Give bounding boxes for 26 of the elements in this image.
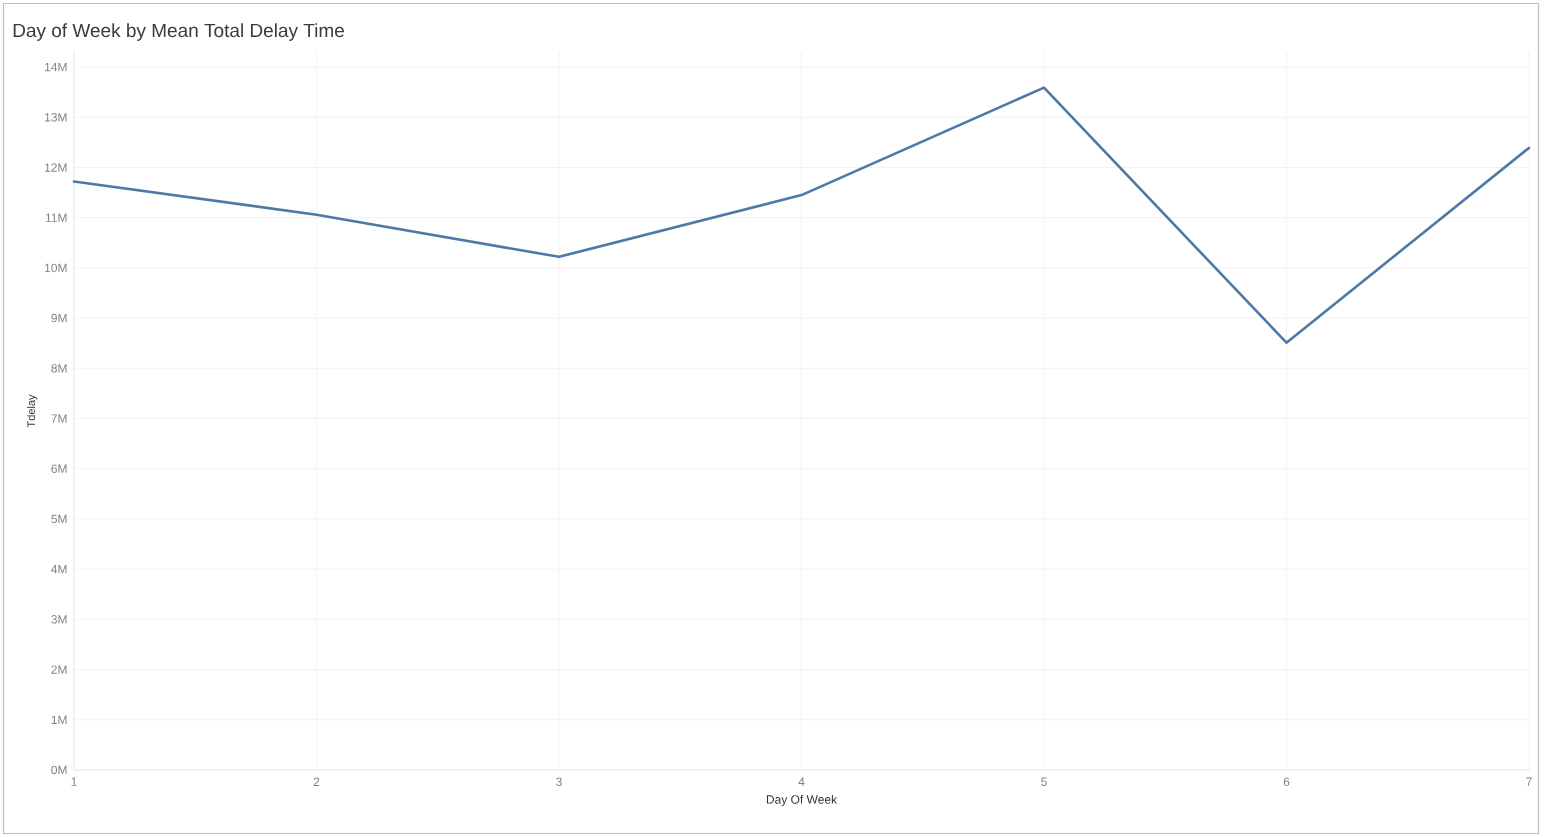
x-tick-label: 3 (556, 777, 562, 787)
x-tick-label: 5 (1041, 777, 1047, 786)
y-tick-label: 14M (45, 62, 67, 72)
chart-title: Day of Week by Mean Total Delay Time (13, 23, 344, 41)
y-tick-label: 6M (51, 464, 67, 473)
y-tick-label: 2M (51, 665, 67, 674)
y-tick-label: 9M (51, 313, 67, 323)
x-tick-label: 6 (1283, 777, 1290, 787)
y-tick-label: 12M (45, 163, 67, 172)
x-tick-label: 2 (313, 777, 320, 786)
y-tick-label: 4M (51, 565, 67, 574)
y-tick-label: 8M (51, 364, 67, 373)
y-tick-label: 3M (51, 615, 67, 624)
y-tick-label: 7M (51, 414, 67, 423)
line-series (72, 86, 1531, 344)
y-tick-label: 1M (51, 715, 67, 724)
x-tick-label: 7 (1526, 777, 1532, 786)
y-tick-label: 11M (45, 213, 67, 222)
x-tick-label: 1 (71, 777, 77, 786)
y-axis-title: Tdelay (27, 394, 38, 428)
y-tick-label: 5M (51, 514, 67, 524)
x-tick-label: 4 (798, 777, 805, 786)
y-tick-label: 10M (45, 263, 67, 273)
y-tick-label: 13M (45, 113, 67, 122)
y-tick-label: 0M (51, 765, 67, 775)
x-axis-title: Day Of Week (766, 794, 838, 807)
